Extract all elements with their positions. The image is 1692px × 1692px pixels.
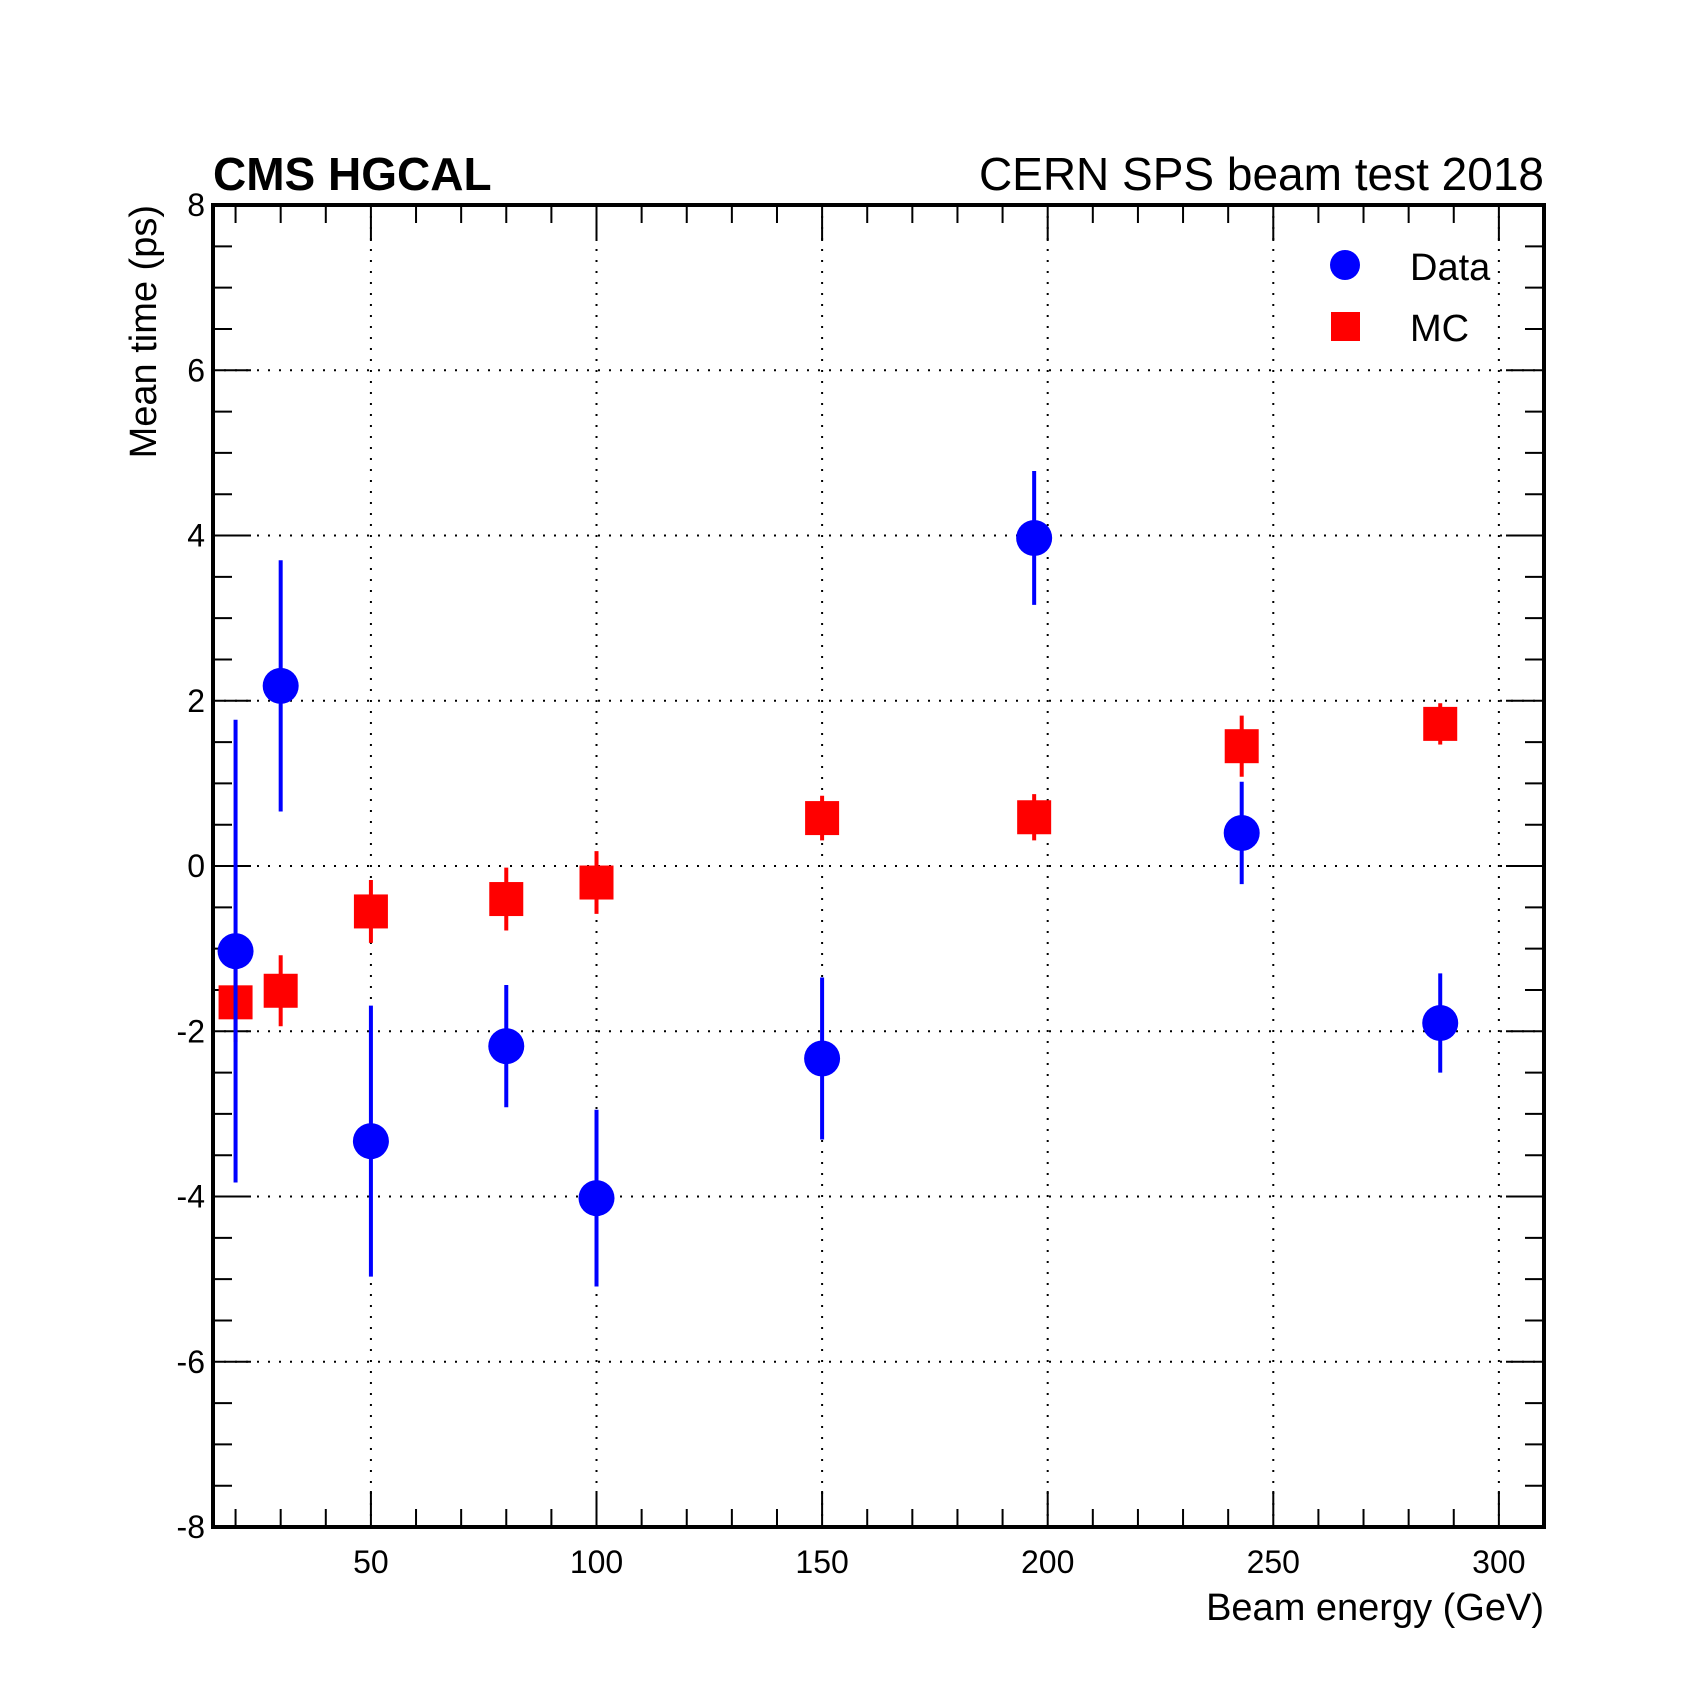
legend-data-marker (1330, 250, 1360, 280)
mc-point (1224, 729, 1259, 764)
mc-point (489, 882, 524, 917)
data-point (1422, 1004, 1459, 1041)
data-point (1016, 519, 1053, 556)
data-point (488, 1028, 525, 1065)
legend-mc-marker (1331, 312, 1360, 341)
x-tick-label: 100 (570, 1544, 623, 1580)
x-tick-label: 300 (1472, 1544, 1525, 1580)
data-point (804, 1040, 841, 1077)
data-point (578, 1180, 615, 1217)
x-tick-label: 250 (1247, 1544, 1300, 1580)
legend-mc-label: MC (1410, 308, 1469, 350)
y-tick-label: 2 (187, 683, 205, 719)
mc-point (1017, 800, 1052, 835)
x-tick-label: 50 (353, 1544, 389, 1580)
legend: Data MC (1330, 247, 1491, 350)
legend-data-label: Data (1410, 247, 1491, 289)
y-tick-label: -2 (177, 1013, 205, 1049)
data-point (1223, 814, 1260, 851)
grid (213, 205, 1544, 1527)
y-tick-label: -4 (177, 1179, 205, 1215)
y-tick-label: 0 (187, 848, 205, 884)
mc-point (1423, 706, 1458, 741)
axis-ticks (213, 204, 1544, 1528)
x-axis-label: Beam energy (GeV) (1206, 1587, 1544, 1629)
x-tick-label: 200 (1021, 1544, 1074, 1580)
data-point (217, 933, 254, 970)
plot-frame (211, 203, 1546, 1529)
y-tick-label: -6 (177, 1344, 205, 1380)
header-right-label: CERN SPS beam test 2018 (979, 148, 1544, 200)
data-point (262, 667, 299, 704)
y-tick-label: 8 (187, 187, 205, 223)
mc-point (805, 801, 840, 836)
y-tick-label: 4 (187, 518, 205, 554)
mc-point (263, 973, 298, 1008)
y-axis-label: Mean time (ps) (123, 205, 165, 458)
mc-point (579, 865, 614, 900)
tick-labels: 50 100 150 200 250 300 -8 -6 -4 -2 0 2 4 6 8 (177, 187, 1526, 1580)
data-series (217, 471, 1459, 1287)
x-tick-label: 150 (795, 1544, 848, 1580)
y-tick-label: -8 (177, 1509, 205, 1545)
mc-point (353, 894, 388, 929)
header-left-label: CMS HGCAL (213, 148, 492, 200)
y-tick-label: 6 (187, 352, 205, 388)
data-point (352, 1123, 389, 1160)
